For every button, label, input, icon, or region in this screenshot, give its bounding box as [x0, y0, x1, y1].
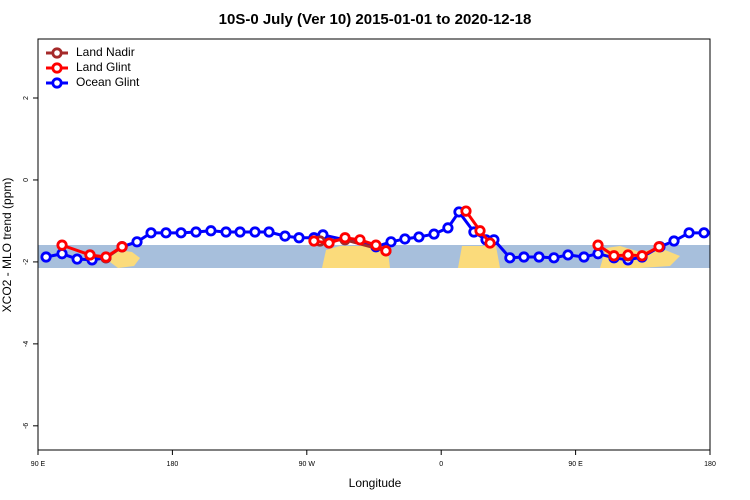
point — [460, 205, 472, 217]
legend-marker — [51, 47, 63, 59]
point — [698, 227, 710, 239]
point — [399, 233, 411, 245]
point — [370, 239, 382, 251]
point — [131, 236, 143, 248]
x-tick-label: 180 — [704, 461, 716, 468]
point — [592, 248, 604, 260]
point — [71, 253, 83, 265]
point — [504, 252, 516, 264]
point — [205, 225, 217, 237]
y-tick-label: 2 — [23, 96, 30, 100]
land — [108, 250, 140, 268]
point — [428, 228, 440, 240]
chart-title: 10S-0 July (Ver 10) 2015-01-01 to 2020-1… — [219, 11, 532, 28]
legend-label: Ocean Glint — [76, 75, 140, 89]
point — [484, 237, 496, 249]
y-tick-label: -2 — [23, 259, 30, 265]
plot-frame — [37, 38, 711, 451]
point — [220, 226, 232, 238]
point — [608, 250, 620, 262]
point — [339, 232, 351, 244]
point — [533, 251, 545, 263]
point — [263, 226, 275, 238]
legend-label: Land Nadir — [76, 45, 135, 59]
series-line — [61, 210, 660, 259]
x-tick-label: 90 E — [568, 461, 583, 468]
x-tick-label: 90 W — [299, 461, 316, 468]
point — [442, 222, 454, 234]
point — [380, 245, 392, 257]
point — [84, 249, 96, 261]
point — [653, 241, 665, 253]
point — [234, 226, 246, 238]
point — [279, 230, 291, 242]
point — [592, 239, 604, 251]
point — [40, 251, 52, 263]
point — [578, 251, 590, 263]
land — [458, 246, 500, 268]
y-tick-label: -6 — [23, 423, 30, 429]
x-axis-label: Longitude — [349, 476, 402, 490]
point — [160, 227, 172, 239]
point — [190, 226, 202, 238]
point — [474, 225, 486, 237]
x-tick-label: 90 E — [31, 461, 46, 468]
point — [636, 250, 648, 262]
point — [385, 236, 397, 248]
y-tick-label: 0 — [23, 178, 30, 182]
point — [308, 235, 320, 247]
point — [668, 235, 680, 247]
point — [323, 237, 335, 249]
point — [354, 234, 366, 246]
point — [175, 227, 187, 239]
point — [548, 252, 560, 264]
point — [116, 241, 128, 253]
y-axis-label: XCO2 - MLO trend (ppm) — [0, 178, 14, 313]
point — [562, 249, 574, 261]
point — [413, 231, 425, 243]
point — [56, 248, 68, 260]
point — [293, 232, 305, 244]
x-tick-label: 0 — [439, 461, 443, 468]
point — [100, 251, 112, 263]
legend-marker — [51, 62, 63, 74]
point — [56, 239, 68, 251]
legend-marker — [51, 77, 63, 89]
point — [145, 227, 157, 239]
point — [518, 251, 530, 263]
point — [683, 227, 695, 239]
x-tick-label: 180 — [167, 461, 179, 468]
y-tick-label: -4 — [23, 341, 30, 347]
point — [249, 226, 261, 238]
legend-label: Land Glint — [76, 60, 131, 74]
point — [622, 249, 634, 261]
